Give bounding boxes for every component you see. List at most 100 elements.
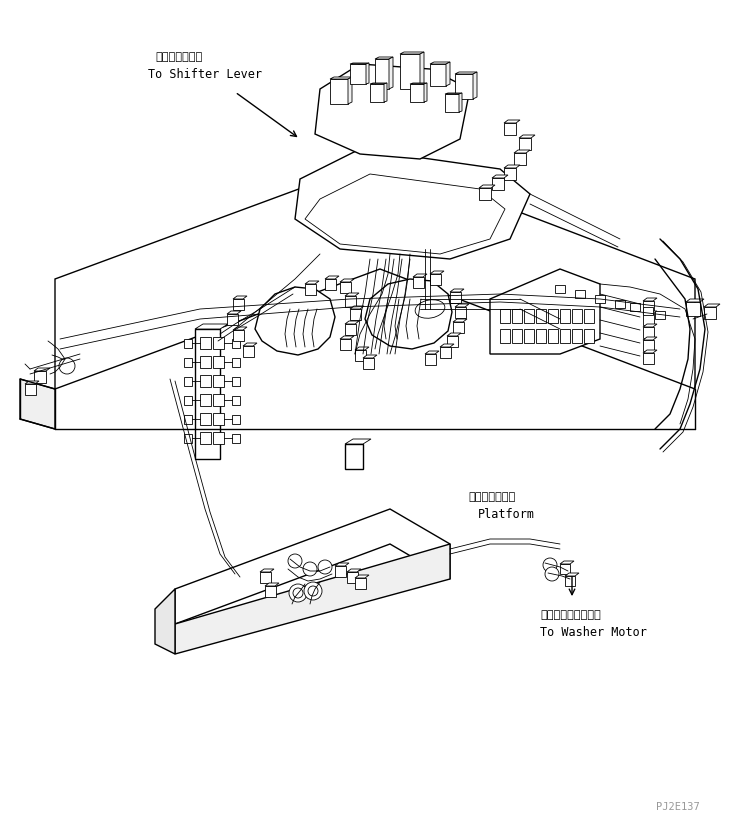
Bar — [184, 396, 192, 405]
Bar — [548, 329, 558, 344]
Bar — [560, 309, 570, 324]
Bar — [453, 323, 464, 334]
Circle shape — [543, 558, 557, 573]
Bar — [500, 309, 510, 324]
Polygon shape — [175, 544, 450, 655]
Bar — [584, 329, 594, 344]
Bar — [200, 375, 211, 388]
Bar — [363, 359, 374, 370]
Polygon shape — [365, 280, 452, 349]
Polygon shape — [410, 84, 427, 85]
Polygon shape — [514, 150, 530, 154]
Bar — [686, 303, 700, 317]
Polygon shape — [260, 569, 274, 573]
Bar — [455, 308, 466, 319]
Polygon shape — [370, 84, 387, 85]
Bar — [643, 308, 653, 316]
Bar — [232, 435, 240, 443]
Bar — [330, 80, 348, 104]
Polygon shape — [504, 121, 520, 124]
Ellipse shape — [415, 300, 445, 319]
Polygon shape — [155, 589, 175, 655]
Bar — [548, 309, 558, 324]
Polygon shape — [420, 53, 424, 90]
Polygon shape — [345, 440, 371, 445]
Bar — [243, 347, 254, 358]
Bar — [355, 579, 366, 589]
Bar — [500, 329, 510, 344]
Polygon shape — [445, 94, 462, 95]
Polygon shape — [305, 282, 319, 285]
Bar — [200, 414, 211, 426]
Bar — [200, 432, 211, 445]
Bar — [260, 573, 271, 584]
Bar — [325, 280, 336, 291]
Polygon shape — [233, 328, 247, 330]
Bar — [265, 586, 276, 597]
Polygon shape — [446, 63, 450, 87]
Polygon shape — [340, 337, 354, 339]
Bar — [232, 339, 240, 349]
Polygon shape — [450, 289, 464, 293]
Bar — [492, 179, 504, 191]
Bar — [655, 312, 665, 319]
Polygon shape — [330, 78, 352, 80]
Bar — [560, 564, 570, 574]
Polygon shape — [325, 277, 339, 280]
Bar — [575, 291, 585, 298]
Bar — [512, 309, 522, 324]
Bar — [524, 309, 534, 324]
Polygon shape — [55, 160, 695, 390]
Polygon shape — [643, 312, 657, 314]
Bar — [200, 338, 211, 349]
Polygon shape — [686, 299, 704, 303]
Polygon shape — [175, 509, 450, 624]
Polygon shape — [425, 352, 439, 354]
Bar — [643, 340, 654, 352]
Bar — [340, 339, 351, 350]
Bar — [455, 75, 473, 99]
Polygon shape — [348, 78, 352, 104]
Bar — [519, 139, 531, 150]
Circle shape — [289, 584, 307, 602]
Circle shape — [318, 560, 332, 574]
Bar — [227, 314, 238, 325]
Circle shape — [304, 583, 322, 600]
Polygon shape — [453, 319, 467, 323]
Bar — [479, 189, 491, 201]
Bar — [584, 309, 594, 324]
Polygon shape — [492, 176, 508, 179]
Bar — [514, 154, 526, 166]
Polygon shape — [363, 355, 377, 359]
Polygon shape — [345, 322, 359, 324]
Polygon shape — [34, 369, 50, 371]
Bar — [340, 283, 351, 293]
Bar — [413, 278, 424, 288]
Bar — [400, 55, 420, 90]
Polygon shape — [295, 150, 530, 260]
Bar — [512, 329, 522, 344]
Bar — [355, 350, 366, 361]
Bar — [195, 329, 220, 460]
Text: シフタレバーへ: シフタレバーへ — [155, 52, 202, 62]
Bar — [232, 378, 240, 386]
Polygon shape — [335, 563, 349, 566]
Polygon shape — [400, 53, 424, 55]
Bar — [643, 354, 654, 364]
Bar — [232, 396, 240, 405]
Bar — [565, 576, 575, 586]
Polygon shape — [305, 175, 505, 255]
Bar — [450, 293, 461, 303]
Bar — [34, 371, 46, 384]
Circle shape — [288, 554, 302, 568]
Polygon shape — [560, 561, 574, 564]
Polygon shape — [430, 272, 444, 275]
Bar — [213, 357, 224, 369]
Circle shape — [59, 359, 75, 375]
Polygon shape — [355, 575, 369, 579]
Polygon shape — [345, 293, 359, 297]
Circle shape — [308, 586, 318, 596]
Text: PJ2E137: PJ2E137 — [656, 801, 700, 811]
Polygon shape — [643, 324, 657, 328]
Bar — [213, 414, 224, 426]
